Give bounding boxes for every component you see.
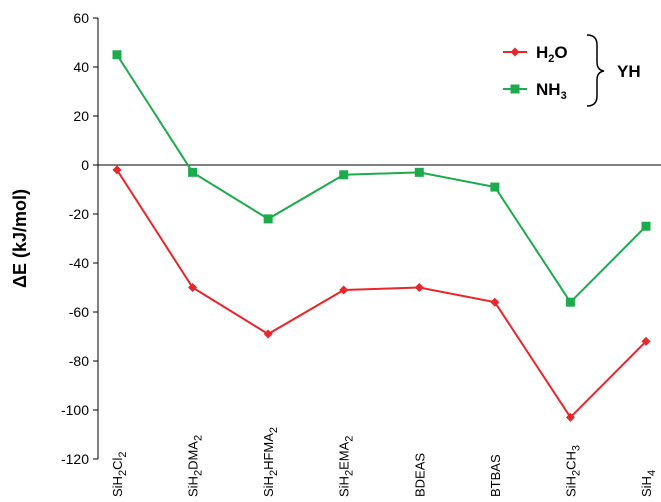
y-axis: 60 40 20 0 -20 -40 -60 -80 -100 -120: [61, 10, 99, 467]
legend-item-NH3: NH3: [503, 80, 567, 102]
x-category-label: SiH2DMA2: [186, 435, 205, 497]
y-tick-label: -60: [69, 304, 89, 320]
x-category-label: SiH2HFMA2: [261, 427, 280, 497]
x-category-label: SiH2CH3: [563, 445, 582, 497]
y-tick-label: -120: [61, 451, 89, 467]
y-tick-label: 0: [81, 157, 89, 173]
y-tick-label: -40: [69, 255, 89, 271]
data-point: [188, 167, 198, 177]
data-point: [565, 297, 575, 307]
legend-marker: [510, 47, 520, 57]
y-tick-label: -80: [69, 353, 89, 369]
series-H2O: [112, 165, 651, 422]
y-axis-title: ΔE (kJ/mol): [10, 189, 30, 288]
legend-brace: [586, 34, 605, 107]
data-point: [490, 297, 500, 307]
x-axis-labels: SiH2Cl2 SiH2DMA2 SiH2HFMA2 SiH2EMA2 BDEAS BTB…: [110, 427, 658, 497]
data-point: [188, 283, 198, 292]
y-tick-label: 20: [73, 108, 89, 124]
legend-label: NH3: [536, 80, 567, 102]
y-tick-label: -20: [69, 206, 89, 222]
x-category-label: SiH4: [639, 470, 658, 497]
x-category-label: BTBAS: [488, 454, 503, 497]
data-point: [112, 165, 122, 175]
y-tick-label: 60: [73, 10, 89, 26]
series-NH3: [112, 50, 651, 307]
legend-label: H2O: [536, 43, 568, 65]
data-point: [263, 214, 273, 224]
legend-group-label: YH: [617, 62, 641, 81]
data-point: [414, 167, 424, 177]
series-line: [116, 169, 647, 419]
data-point: [339, 170, 349, 180]
y-tick-label: -100: [61, 402, 89, 418]
y-tick-label: 40: [73, 59, 89, 75]
x-category-label: BDEAS: [412, 453, 427, 497]
legend: H2O NH3 YH: [503, 34, 641, 107]
data-point: [490, 182, 500, 192]
legend-marker: [510, 84, 520, 94]
data-point: [263, 329, 273, 339]
series-line: [116, 54, 647, 304]
legend-item-H2O: H2O: [503, 43, 568, 65]
x-category-label: SiH2EMA2: [337, 436, 356, 497]
x-category-label: SiH2Cl2: [110, 452, 129, 497]
data-point: [112, 50, 122, 60]
data-point: [641, 336, 651, 346]
data-point: [414, 283, 424, 292]
series-layer: [112, 50, 651, 422]
data-point: [565, 412, 575, 422]
data-point: [339, 285, 349, 295]
data-point: [641, 221, 651, 231]
